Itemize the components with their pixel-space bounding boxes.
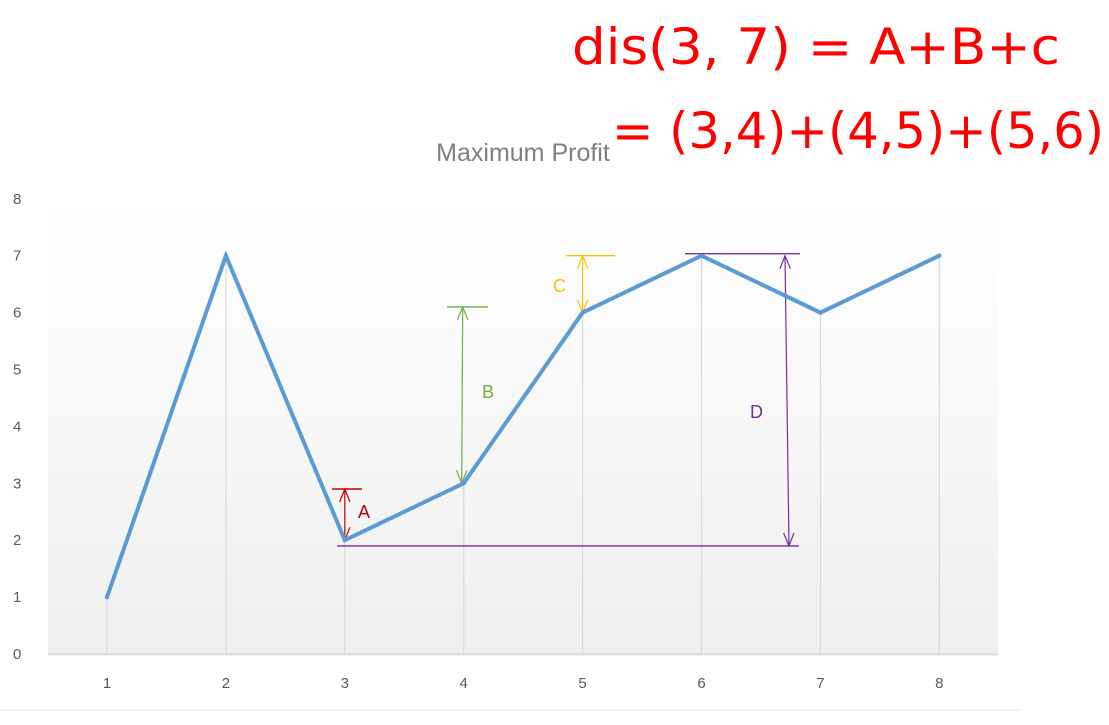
annotation-b-arrow-head: [456, 305, 469, 321]
x-tick-label: 8: [935, 675, 943, 692]
annotation-d-label: D: [750, 402, 763, 422]
annotation-a-arrow-head: [339, 487, 351, 503]
series-line: [105, 250, 941, 598]
x-axis-tick-labels: 1 2 3 4 5 6 7 8: [103, 675, 944, 692]
vertical-gridlines: [106, 255, 940, 654]
annotation-d-arrow-head: [783, 532, 795, 548]
annotation-d-arrow-shaft: [784, 255, 790, 546]
y-tick-label: 5: [13, 362, 21, 379]
handwritten-note-line-1: dis(3, 7) = A+B+c: [572, 18, 1060, 76]
y-tick-label: 2: [13, 532, 21, 549]
annotation-b-arrow-shaft: [461, 306, 464, 484]
data-point: [461, 481, 466, 486]
annotation-c-label: C: [553, 276, 566, 296]
x-tick-label: 1: [103, 675, 111, 692]
y-tick-label: 3: [13, 475, 21, 492]
y-axis-tick-labels: 0 1 2 3 4 5 6 7 8: [13, 191, 21, 663]
series-layer: [104, 250, 942, 600]
annotation-c-arrow-head: [576, 254, 589, 269]
y-tick-label: 0: [13, 646, 21, 663]
data-point: [342, 538, 347, 543]
y-tick-label: 7: [13, 248, 21, 265]
annotation-a-label: A: [358, 502, 370, 522]
annotation-d-arrow-head: [779, 254, 791, 269]
chart-title: Maximum Profit: [436, 139, 610, 167]
x-tick-label: 3: [341, 675, 349, 692]
data-point: [699, 253, 704, 258]
y-tick-label: 8: [13, 191, 21, 208]
x-tick-label: 6: [697, 675, 705, 692]
x-tick-label: 7: [816, 675, 824, 692]
x-tick-label: 2: [222, 675, 230, 692]
y-tick-label: 6: [13, 305, 21, 322]
y-tick-label: 1: [13, 589, 21, 606]
plot-area-background: [48, 200, 998, 656]
data-point: [104, 594, 110, 600]
data-point: [937, 253, 942, 258]
x-tick-label: 5: [578, 675, 586, 692]
handwritten-note-line-2: = (3,4)+(4,5)+(5,6): [612, 102, 1104, 160]
annotation-b-label: B: [482, 382, 494, 402]
data-point: [223, 253, 229, 258]
y-tick-label: 4: [13, 418, 21, 435]
data-point: [580, 310, 585, 315]
data-point: [818, 310, 823, 315]
x-tick-label: 4: [460, 675, 468, 692]
